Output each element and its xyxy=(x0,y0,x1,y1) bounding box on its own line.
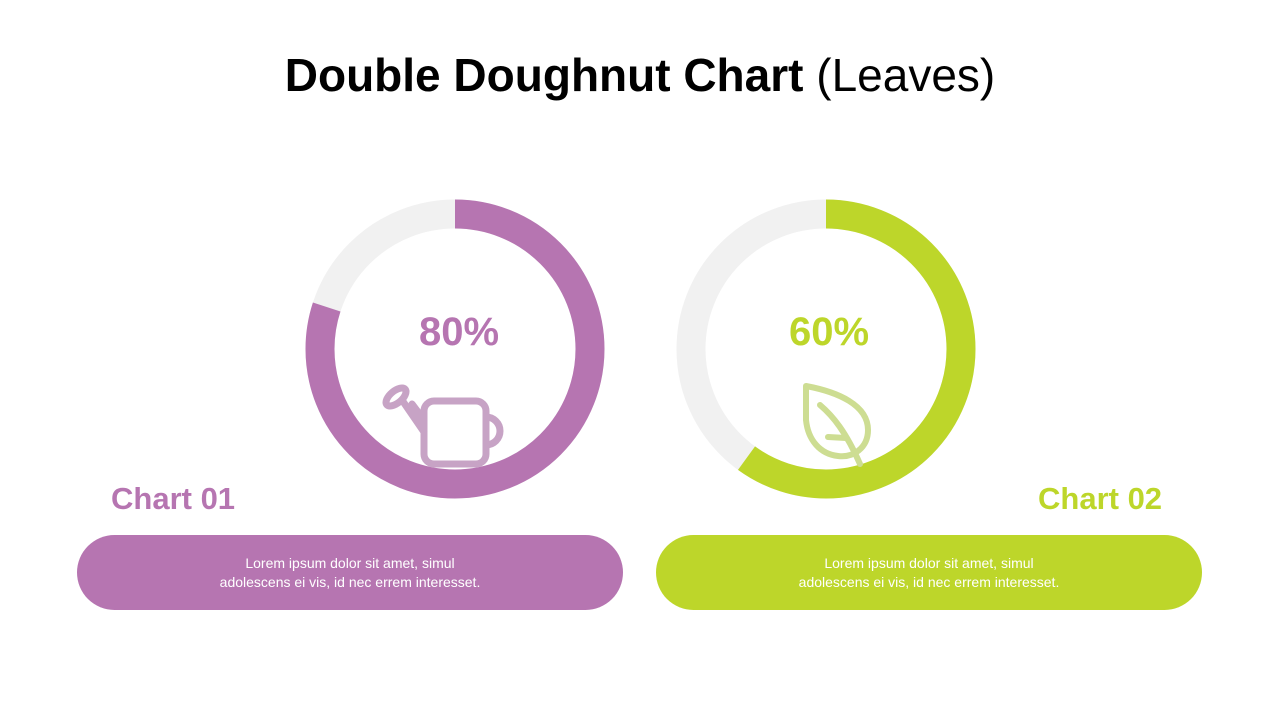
chart-01-desc-line2: adolescens ei vis, id nec errem interess… xyxy=(219,573,481,590)
page-title: Double Doughnut Chart (Leaves) xyxy=(0,48,1280,102)
chart-01-description: Lorem ipsum dolor sit amet, simul adoles… xyxy=(77,535,623,610)
leaf-icon xyxy=(803,383,871,467)
chart-01-label: Chart 01 xyxy=(111,481,236,516)
watering-can-icon xyxy=(382,384,504,468)
chart-02-description: Lorem ipsum dolor sit amet, simul adoles… xyxy=(656,535,1202,610)
chart-02-value: 60% xyxy=(788,310,870,354)
chart-01-desc-line1: Lorem ipsum dolor sit amet, simul xyxy=(245,554,455,571)
chart-02-desc-line1: Lorem ipsum dolor sit amet, simul xyxy=(824,554,1034,571)
doughnut-chart-01 xyxy=(305,199,605,499)
doughnut-chart-02 xyxy=(676,199,976,499)
chart-02-label: Chart 02 xyxy=(1038,481,1163,516)
chart-01-value: 80% xyxy=(418,310,500,354)
chart-02-desc-line2: adolescens ei vis, id nec errem interess… xyxy=(798,573,1060,590)
title-sub: (Leaves) xyxy=(816,49,996,101)
title-main: Double Doughnut Chart xyxy=(284,49,804,101)
